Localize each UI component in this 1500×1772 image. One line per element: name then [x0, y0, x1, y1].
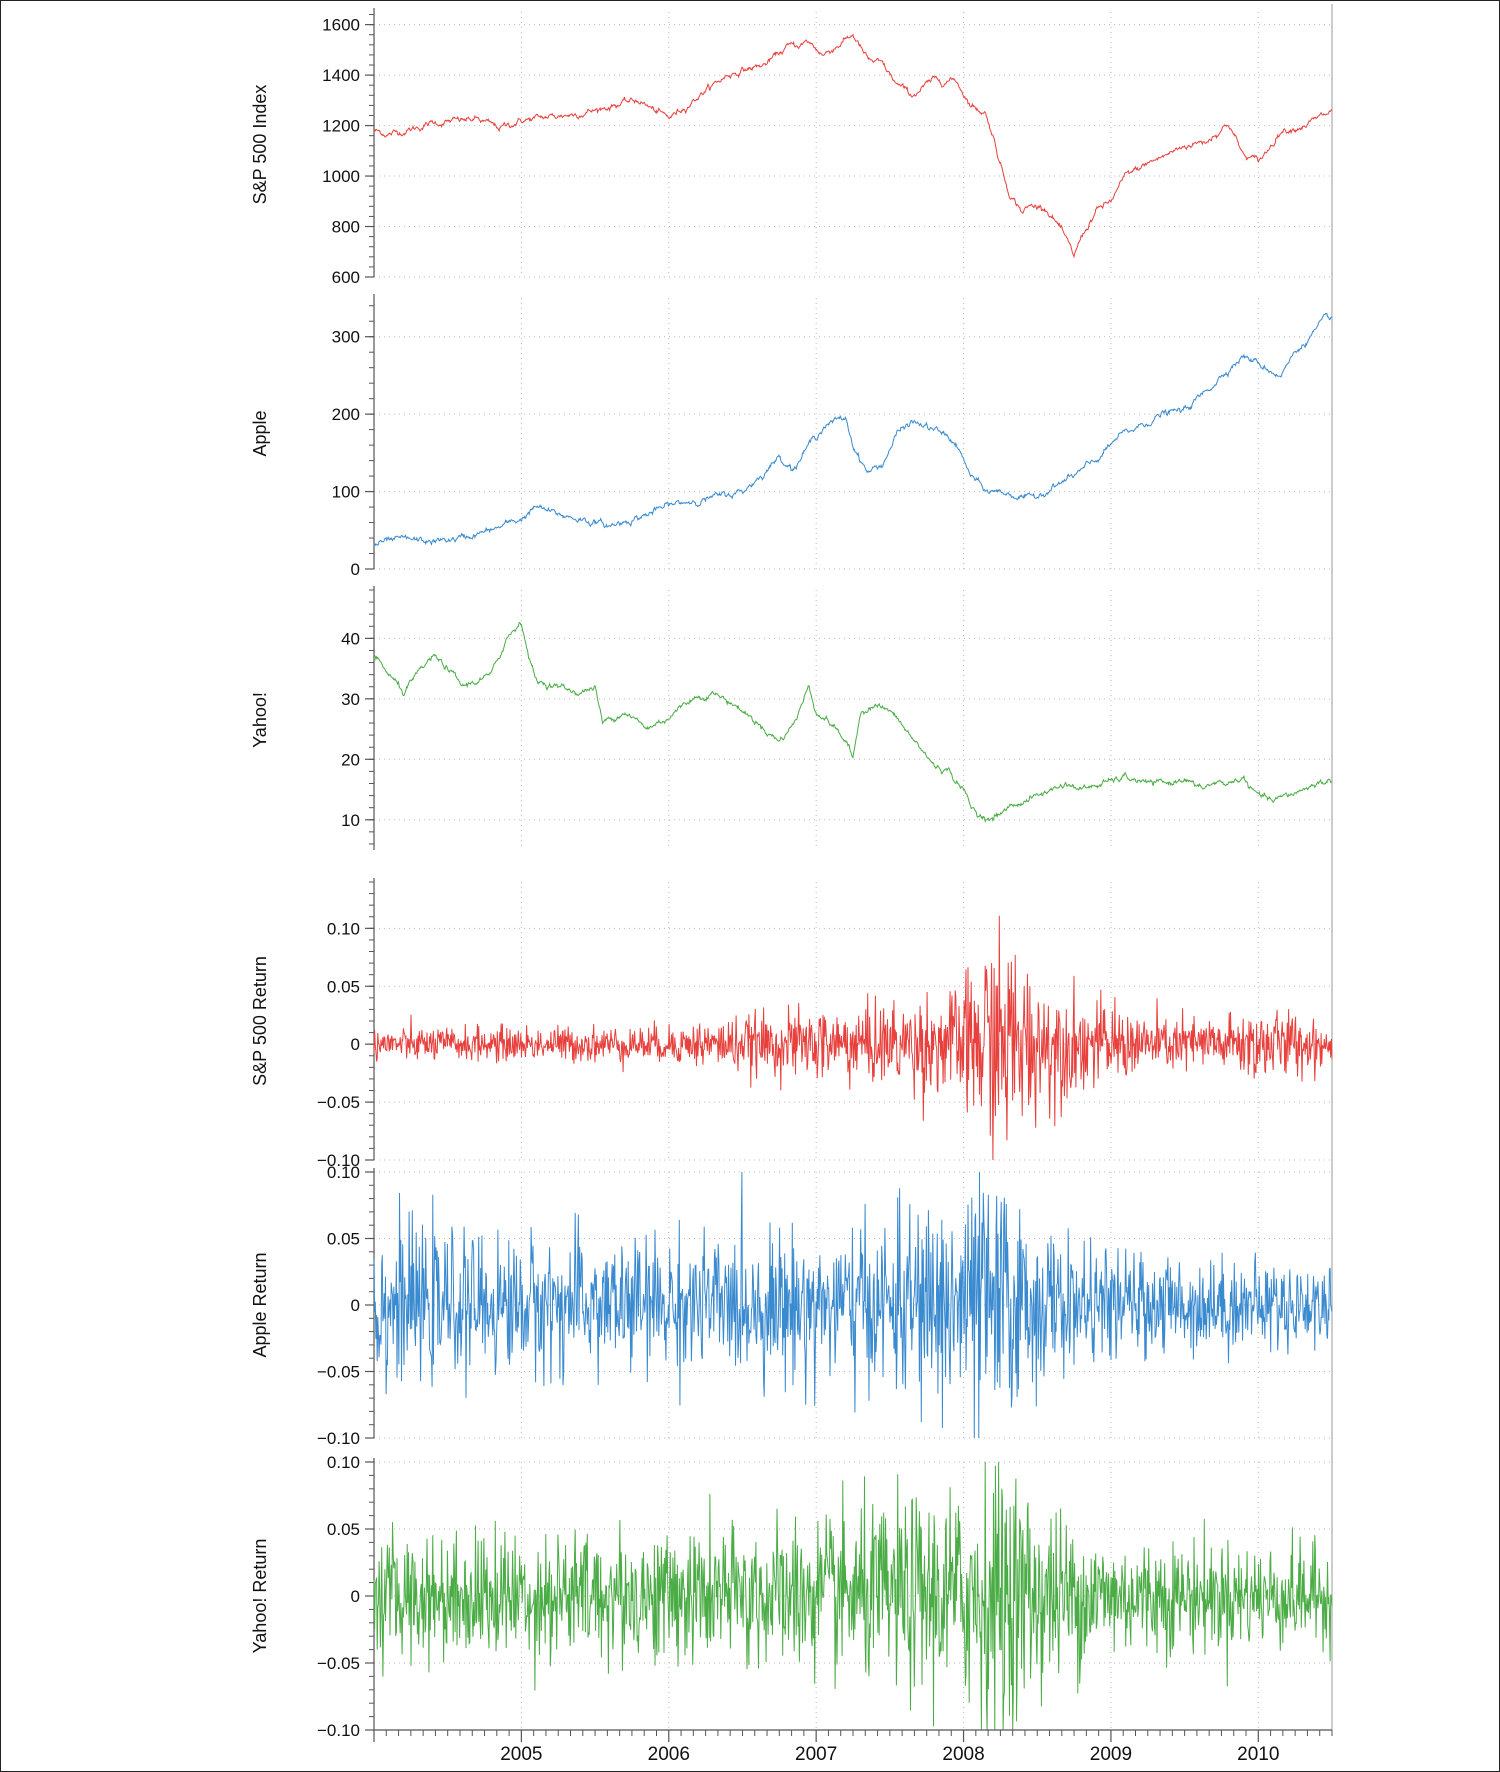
series-line — [373, 33, 1333, 259]
y-tick-label: 600 — [332, 268, 360, 287]
y-tick-label: 1400 — [322, 66, 360, 85]
y-tick-label: 20 — [341, 750, 360, 769]
y-tick-label: 30 — [341, 690, 360, 709]
y-tick-label: 0.05 — [327, 1230, 360, 1249]
y-tick-label: 0.10 — [327, 1163, 360, 1182]
series-line — [373, 915, 1333, 1161]
series-line — [373, 1461, 1333, 1731]
panel-1: 600 800 1000 1200 1400 1600 S&P 500 Index — [250, 8, 1333, 287]
y-axis-label: Yahoo! Return — [250, 1539, 270, 1654]
x-tick-label: 2005 — [500, 1744, 542, 1765]
y-tick-label: 200 — [332, 405, 360, 424]
y-tick-label: 0.10 — [327, 919, 360, 938]
y-tick-label: −0.10 — [317, 1429, 360, 1448]
x-tick-label: 2008 — [942, 1744, 984, 1765]
panel-4: −0.10 −0.05 0 0.05 0.10 S&P 500 Return — [250, 878, 1333, 1170]
panel-5: −0.10 −0.05 0 0.05 0.10 Apple Return — [250, 1163, 1333, 1448]
y-tick-label: 40 — [341, 629, 360, 648]
y-tick-label: 100 — [332, 483, 360, 502]
series-line — [373, 312, 1333, 547]
y-tick-label: 300 — [332, 328, 360, 347]
y-tick-label: 0.05 — [327, 977, 360, 996]
y-tick-label: 0 — [351, 1296, 360, 1315]
y-tick-label: 0.05 — [327, 1520, 360, 1539]
y-tick-label: −0.05 — [317, 1363, 360, 1382]
y-tick-label: −0.10 — [317, 1151, 360, 1170]
panel-3: 10 20 30 40 Yahoo! — [250, 586, 1333, 850]
y-tick-label: −0.05 — [317, 1093, 360, 1112]
y-tick-label: −0.10 — [317, 1721, 360, 1740]
y-tick-label: −0.05 — [317, 1654, 360, 1673]
x-axis: 2005 2006 2007 2008 2009 2010 — [373, 1729, 1333, 1765]
y-tick-label: 800 — [332, 218, 360, 237]
y-tick-label: 10 — [341, 811, 360, 830]
y-axis-label: Yahoo! — [250, 692, 270, 748]
y-axis-label: Apple — [250, 410, 270, 456]
x-tick-label: 2007 — [795, 1744, 837, 1765]
x-tick-label: 2006 — [648, 1744, 690, 1765]
y-tick-label: 0 — [351, 1587, 360, 1606]
panel-6: −0.10 −0.05 0 0.05 0.10 Yahoo! Return — [250, 1453, 1333, 1740]
y-tick-label: 0.10 — [327, 1453, 360, 1472]
y-tick-label: 0 — [351, 560, 360, 579]
panel-2: 0 100 200 300 Apple — [250, 294, 1333, 579]
y-tick-label: 1000 — [322, 167, 360, 186]
y-axis-label: Apple Return — [250, 1252, 270, 1357]
x-tick-label: 2009 — [1090, 1744, 1132, 1765]
series-line — [373, 621, 1333, 824]
y-axis-label: S&P 500 Index — [250, 85, 270, 205]
y-tick-label: 0 — [351, 1035, 360, 1054]
y-tick-label: 1600 — [322, 16, 360, 35]
series-line — [373, 1171, 1333, 1439]
y-tick-label: 1200 — [322, 117, 360, 136]
y-axis-label: S&P 500 Return — [250, 956, 270, 1086]
x-tick-label: 2010 — [1237, 1744, 1279, 1765]
